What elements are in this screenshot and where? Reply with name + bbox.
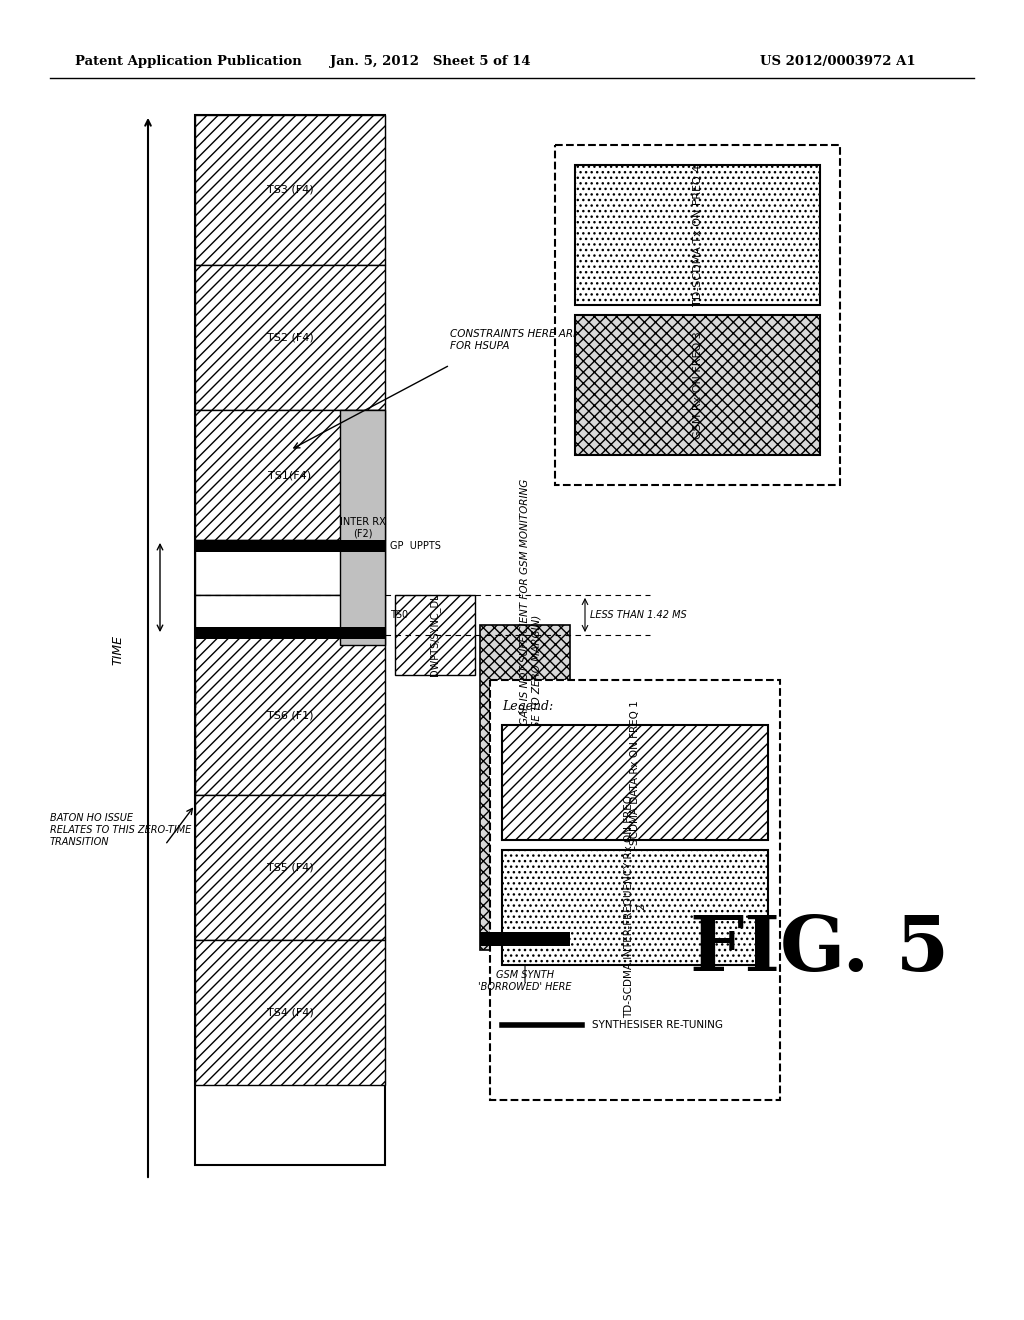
Text: TD-SCDMA Tx ON FREQ 4: TD-SCDMA Tx ON FREQ 4 [692, 164, 702, 306]
Text: GP  UPPTS: GP UPPTS [390, 541, 441, 550]
Bar [502, 850, 768, 965]
Bar [490, 680, 780, 1100]
Bar [195, 265, 385, 411]
Text: TS6 (F1): TS6 (F1) [266, 710, 313, 719]
Text: GSM SYNTH
SETTLES HERE: GSM SYNTH SETTLES HERE [580, 927, 651, 949]
Bar [480, 932, 570, 946]
Bar [195, 411, 385, 540]
Text: TS1(F4): TS1(F4) [268, 470, 311, 480]
Bar [195, 940, 385, 1085]
Text: Jan. 5, 2012   Sheet 5 of 14: Jan. 5, 2012 Sheet 5 of 14 [330, 55, 530, 69]
Bar [502, 725, 768, 840]
Text: DWPTS/SYNC_DL: DWPTS/SYNC_DL [429, 594, 440, 676]
Text: GSM SYNTH
'BORROWED' HERE: GSM SYNTH 'BORROWED' HERE [478, 970, 571, 991]
Bar [195, 540, 385, 552]
Bar [575, 315, 820, 455]
Bar [195, 595, 385, 635]
Text: TIME: TIME [112, 635, 125, 665]
Text: TS4 (F4): TS4 (F4) [266, 1007, 313, 1018]
Text: BATON HO ISSUE
RELATES TO THIS ZERO-TIME
TRANSITION: BATON HO ISSUE RELATES TO THIS ZERO-TIME… [50, 813, 191, 846]
Text: SYNTHESISER RE-TUNING: SYNTHESISER RE-TUNING [592, 1020, 723, 1030]
Text: LESS THAN 1.42 MS: LESS THAN 1.42 MS [590, 610, 687, 620]
Bar [195, 115, 385, 265]
Text: THIS GAP IS NOT SUFFICIENT FOR GSM MONITORING
(CLOSE TO ZERO MARGIN): THIS GAP IS NOT SUFFICIENT FOR GSM MONIT… [520, 478, 542, 751]
Text: TS0: TS0 [390, 610, 409, 620]
Text: TS5 (F4): TS5 (F4) [266, 862, 313, 873]
Bar [480, 624, 570, 950]
Text: US 2012/0003972 A1: US 2012/0003972 A1 [760, 55, 915, 69]
Bar [195, 627, 385, 639]
Text: FIG. 5: FIG. 5 [690, 913, 949, 987]
Bar [340, 411, 385, 645]
Text: TS3 (F4): TS3 (F4) [266, 185, 313, 195]
Text: INTER RX
(F2): INTER RX (F2) [340, 516, 385, 539]
Bar [555, 145, 840, 484]
Bar [195, 635, 385, 795]
Text: TS2 (F4): TS2 (F4) [266, 333, 313, 342]
Text: CONSTRAINTS HERE ARE THE SAME AS
FOR HSUPA: CONSTRAINTS HERE ARE THE SAME AS FOR HSU… [450, 329, 653, 351]
Bar [195, 115, 385, 1166]
Bar [575, 165, 820, 305]
Text: GSM Rx ON FREQ 3: GSM Rx ON FREQ 3 [692, 331, 702, 438]
Bar [195, 540, 385, 595]
Text: Legend:: Legend: [502, 700, 553, 713]
Bar [395, 595, 475, 675]
Text: TD-SCDMA INTER-FREQUENCY Rx ON FREQ
2: TD-SCDMA INTER-FREQUENCY Rx ON FREQ 2 [625, 796, 646, 1019]
Text: Patent Application Publication: Patent Application Publication [75, 55, 302, 69]
Text: GSM Rx (F3): GSM Rx (F3) [520, 755, 530, 820]
Bar [195, 795, 385, 940]
Text: TD-SCDMA DATA Rx ON FREQ 1: TD-SCDMA DATA Rx ON FREQ 1 [630, 701, 640, 863]
